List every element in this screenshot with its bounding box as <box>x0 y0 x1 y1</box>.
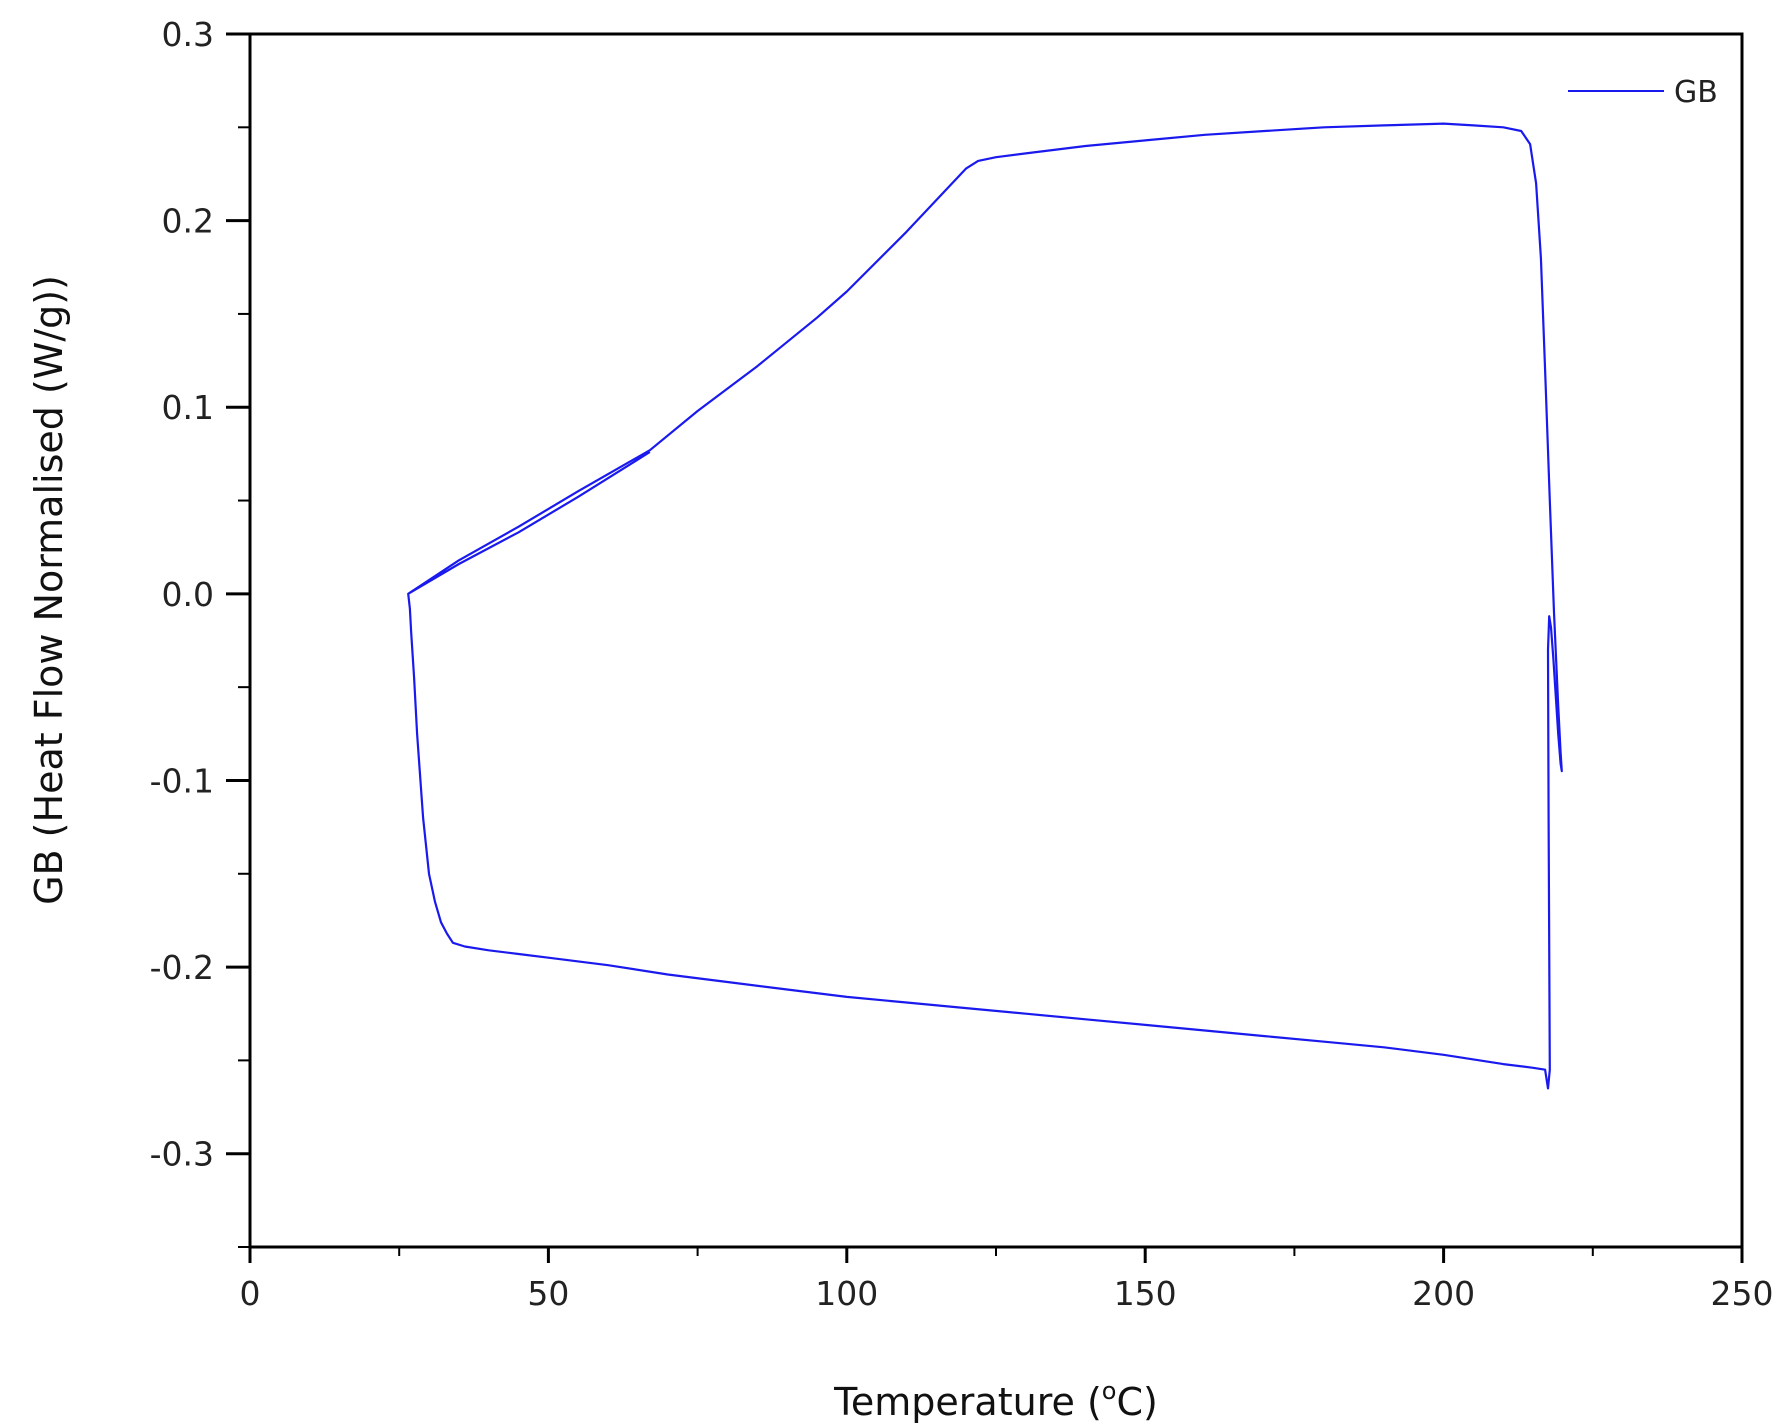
x-axis-title-superscript: o <box>1102 1377 1117 1405</box>
legend: GB <box>1568 75 1718 110</box>
x-tick-label: 100 <box>815 1274 878 1313</box>
legend-label-gb: GB <box>1674 75 1718 110</box>
y-tick-label: 0.3 <box>162 15 214 54</box>
y-axis-title: GB (Heat Flow Normalised (W/g)) <box>27 275 71 905</box>
y-tick-label: -0.3 <box>150 1135 214 1174</box>
y-tick-label: 0.2 <box>162 202 214 241</box>
series-layer <box>407 122 1563 1090</box>
series-line-gb <box>407 122 1563 1090</box>
x-tick-label: 250 <box>1711 1274 1774 1313</box>
y-tick-label: -0.1 <box>150 761 214 800</box>
ticks-layer: 0 50 100 150 200 250 0.3 0.2 0.1 0.0 -0.1 -0.2 -0.3 <box>150 15 1774 1313</box>
x-tick-label: 150 <box>1114 1274 1177 1313</box>
x-axis-title-main: Temperature ( <box>833 1380 1102 1424</box>
plot-frame <box>248 32 1744 1249</box>
x-tick-label: 200 <box>1412 1274 1475 1313</box>
y-tick-label: 0.1 <box>162 388 214 427</box>
x-tick-label: 0 <box>240 1274 261 1313</box>
y-tick-label: -0.2 <box>150 948 214 987</box>
x-tick-label: 50 <box>527 1274 569 1313</box>
y-tick-label: 0.0 <box>162 575 214 614</box>
x-axis-title: Temperature (oC) <box>833 1377 1158 1424</box>
x-axis-title-tail: C) <box>1116 1380 1157 1424</box>
